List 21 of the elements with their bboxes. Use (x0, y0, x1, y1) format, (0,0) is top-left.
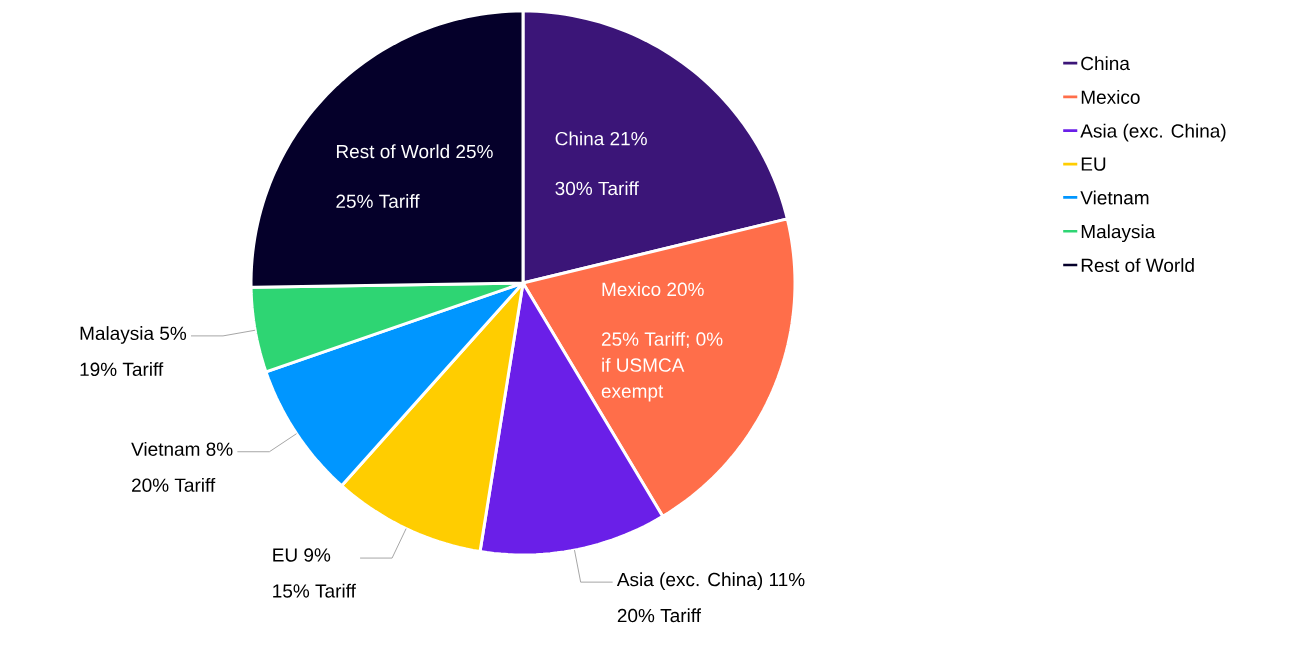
legend-label: Vietnam (1080, 190, 1149, 205)
legend-label: Asia (exc. China) (1080, 123, 1226, 142)
data-label: EU 9% (273, 548, 331, 562)
data-label: Asia (exc. China) 11% (616, 572, 805, 591)
data-label: Mexico 20% (602, 282, 704, 297)
legend-label: China (1081, 56, 1130, 71)
data-label: Malaysia 5% (80, 326, 187, 344)
text: 30% Tariff (555, 181, 639, 196)
text: 25% Tariff; 0% if USMCA exempt (601, 331, 723, 402)
data-label: Rest of World 25% (336, 144, 493, 159)
legend-label: Mexico (1081, 89, 1140, 104)
data-label: Vietnam 8% (131, 441, 233, 456)
text: 19% Tariff (80, 362, 164, 377)
text: 20% Tariff (132, 477, 216, 492)
text: 25% Tariff (336, 194, 420, 209)
text: 20% Tariff (617, 608, 702, 623)
data-label: China 21% (555, 131, 647, 146)
legend-label: Malaysia (1081, 224, 1156, 243)
legend-label: Rest of World (1081, 258, 1194, 273)
text: 15% Tariff (273, 583, 356, 598)
legend-label: EU (1081, 157, 1106, 171)
